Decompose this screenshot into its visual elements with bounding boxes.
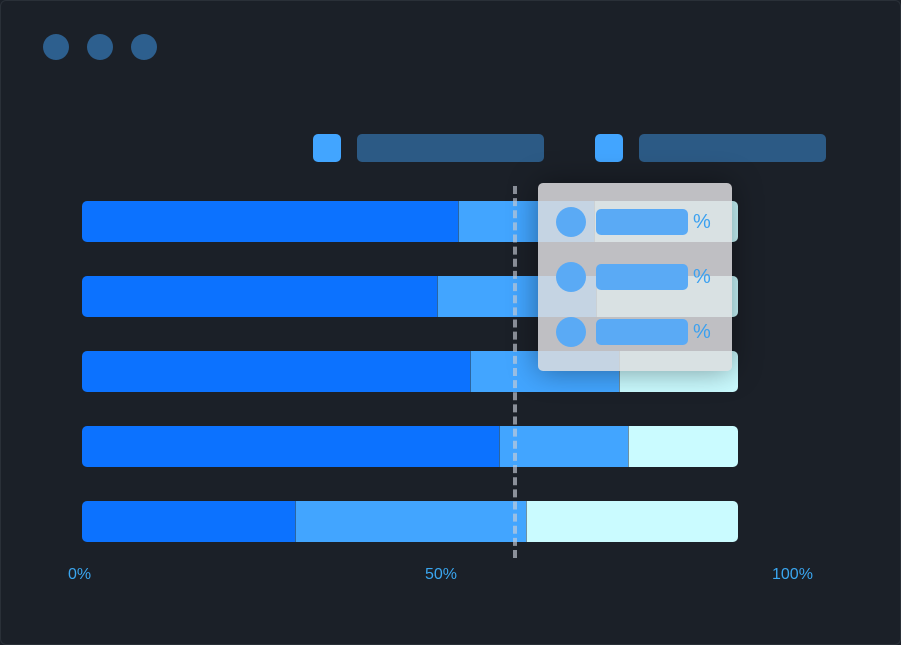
bar-segment-2[interactable] [294, 501, 526, 542]
tooltip-value-placeholder [596, 264, 688, 290]
legend-label-placeholder [639, 134, 826, 162]
series-marker-icon [556, 317, 586, 347]
stacked-bar[interactable] [82, 426, 738, 467]
tooltip-percent: % [693, 265, 711, 288]
bar-segment-2[interactable] [498, 426, 629, 467]
window-dot-maximize[interactable] [131, 34, 157, 60]
bar-segment-3[interactable] [525, 501, 738, 542]
bar-segment-1[interactable] [82, 426, 499, 467]
series-marker-icon [556, 207, 586, 237]
tooltip-row: % [556, 207, 711, 237]
bar-segment-1[interactable] [82, 276, 438, 317]
tooltip-row: % [556, 262, 711, 292]
series-marker-icon [556, 262, 586, 292]
tooltip-value-placeholder [596, 319, 688, 345]
tooltip-value-placeholder [596, 209, 688, 235]
bar-segment-3[interactable] [628, 426, 738, 467]
x-tick-label: 50% [425, 566, 458, 583]
x-tick-label: 100% [772, 566, 813, 583]
bar-segment-1[interactable] [82, 501, 295, 542]
x-tick-label: 0% [68, 566, 92, 583]
bar-segment-1[interactable] [82, 201, 459, 242]
tooltip-row: % [556, 317, 711, 347]
bar-segment-1[interactable] [82, 351, 470, 392]
tooltip: % % % [538, 183, 732, 371]
tooltip-percent: % [693, 210, 711, 233]
legend-swatch [595, 134, 623, 162]
stacked-bar[interactable] [82, 501, 738, 542]
window-dot-close[interactable] [43, 34, 69, 60]
legend-swatch [313, 134, 341, 162]
legend-label-placeholder [357, 134, 544, 162]
reference-line [512, 186, 517, 558]
tooltip-percent: % [693, 320, 711, 343]
window-dot-minimize[interactable] [87, 34, 113, 60]
